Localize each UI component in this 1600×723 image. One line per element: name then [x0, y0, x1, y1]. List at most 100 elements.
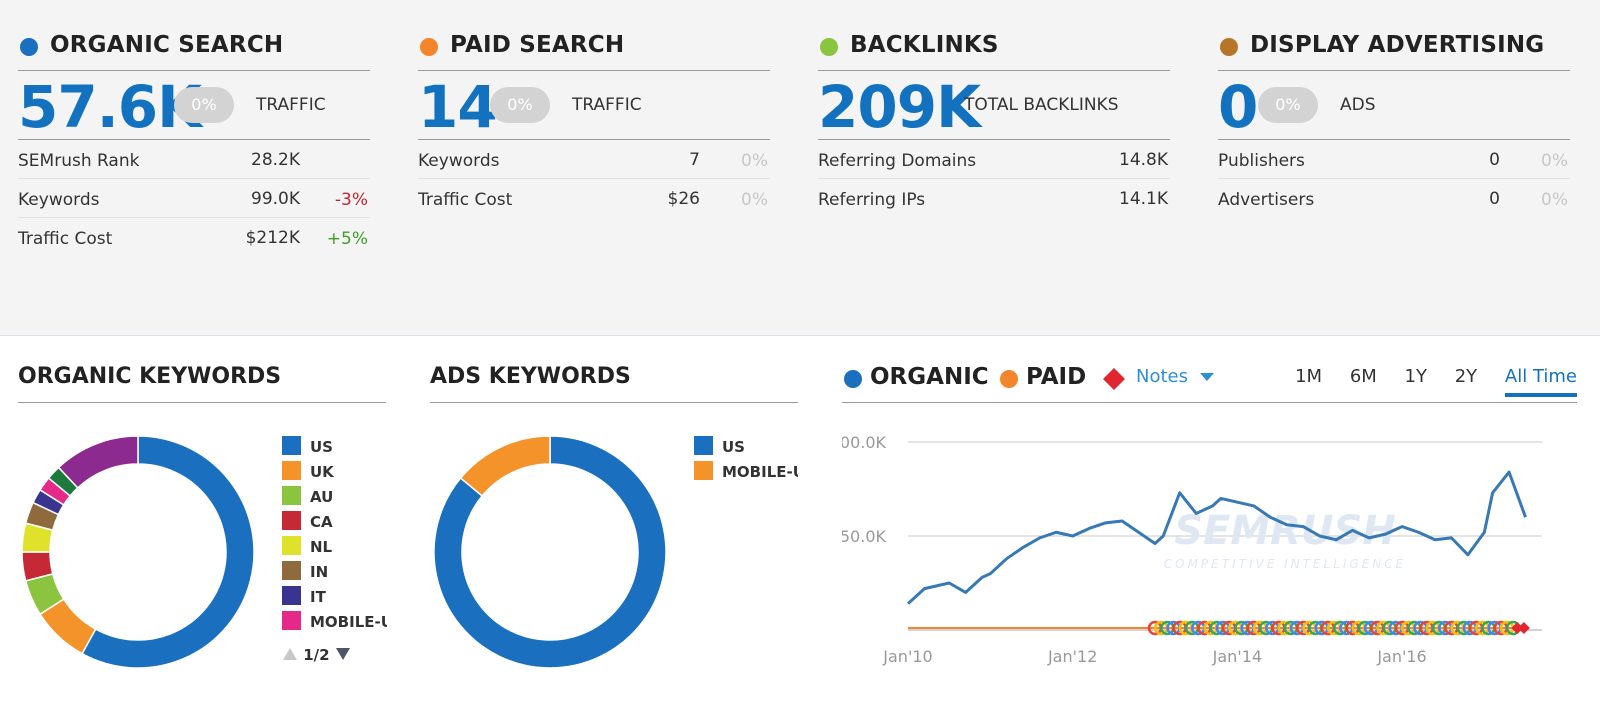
row-value[interactable]: 14.1K: [1119, 189, 1168, 209]
row-delta: 0%: [741, 151, 768, 171]
change-badge: 0%: [1258, 87, 1318, 123]
page-up-icon[interactable]: [282, 647, 298, 661]
legend-swatch: [282, 586, 301, 605]
row-label: Keywords: [418, 151, 500, 171]
traffic-label: TRAFFIC: [572, 95, 642, 115]
legend-label: UK: [310, 463, 334, 481]
legend-swatch: [282, 511, 301, 530]
paid-traffic-value[interactable]: 14: [418, 73, 498, 141]
legend-item-mobile-us[interactable]: MOBILE-U: [694, 460, 798, 485]
legend-item-us[interactable]: US: [282, 435, 387, 460]
table-row: Keywords 99.0K -3%: [18, 179, 370, 218]
row-delta: +5%: [326, 229, 368, 249]
row-value[interactable]: $212K: [245, 228, 300, 248]
legend-label: US: [310, 438, 333, 456]
ads-value[interactable]: 0: [1218, 73, 1258, 141]
section-title: ADS KEYWORDS: [430, 364, 631, 389]
row-delta: -3%: [334, 190, 368, 210]
tab-all-time[interactable]: All Time: [1504, 366, 1577, 397]
time-range-tabs: 1M 6M 1Y 2Y All Time: [1273, 366, 1577, 397]
legend-item-nl[interactable]: NL: [282, 535, 387, 560]
legend-swatch: [282, 536, 301, 555]
traffic-line-chart: 100.0K 50.0K Jan'10 Jan'12 Jan'14 Jan'16 SEMRU…: [842, 433, 1542, 666]
row-label: Traffic Cost: [418, 190, 513, 210]
organic-dot-icon: [20, 38, 38, 56]
note-marker-icon[interactable]: [1517, 622, 1530, 634]
ads-label: ADS: [1340, 95, 1376, 115]
organic-keywords-legend: US UK AU CA NL IN IT MOBILE-U: [282, 435, 387, 635]
tab-2y[interactable]: 2Y: [1454, 366, 1478, 387]
row-value[interactable]: $26: [667, 189, 700, 209]
organic-search-panel: ORGANIC SEARCH 57.6K 0% TRAFFIC SEMrush …: [18, 30, 370, 256]
legend-item-us[interactable]: US: [694, 435, 798, 460]
panel-title[interactable]: DISPLAY ADVERTISING: [1250, 32, 1545, 58]
table-row: SEMrush Rank 28.2K: [18, 140, 370, 179]
row-value[interactable]: 7: [689, 150, 700, 170]
legend-item-mobile-us[interactable]: MOBILE-U: [282, 610, 387, 635]
organic-traffic-value[interactable]: 57.6K: [18, 73, 202, 141]
table-row: Advertisers 0 0%: [1218, 179, 1570, 217]
legend-item-uk[interactable]: UK: [282, 460, 387, 485]
row-value[interactable]: 14.8K: [1119, 150, 1168, 170]
page-indicator: 1/2: [303, 646, 330, 664]
organic-legend-dot-icon: [844, 370, 862, 388]
legend-swatch: [694, 461, 713, 480]
note-marker-icon[interactable]: [1511, 622, 1524, 634]
table-row: Referring Domains 14.8K: [818, 140, 1170, 179]
legend-label: IT: [310, 588, 326, 606]
notes-dropdown[interactable]: Notes: [1136, 366, 1188, 387]
notes-diamond-icon: [1103, 368, 1125, 390]
table-row: Keywords 7 0%: [418, 140, 770, 179]
tab-1y[interactable]: 1Y: [1404, 366, 1427, 387]
display-dot-icon: [1220, 38, 1238, 56]
row-value[interactable]: 0: [1489, 150, 1500, 170]
legend-swatch: [282, 461, 301, 480]
legend-swatch: [694, 436, 713, 455]
legend-label: MOBILE-U: [722, 463, 798, 481]
row-value[interactable]: 99.0K: [251, 189, 300, 209]
row-value[interactable]: 28.2K: [251, 150, 300, 170]
change-badge: 0%: [174, 87, 234, 123]
row-delta: 0%: [1541, 151, 1568, 171]
organic-legend-label[interactable]: ORGANIC: [870, 364, 989, 390]
paid-legend-label[interactable]: PAID: [1026, 364, 1087, 390]
donut-slice-us[interactable]: [433, 435, 667, 669]
row-delta: 0%: [741, 190, 768, 210]
donut-slice-us[interactable]: [81, 435, 255, 669]
legend-label: MOBILE-U: [310, 613, 387, 631]
donut-slice-other2[interactable]: [57, 435, 139, 489]
legend-label: NL: [310, 538, 333, 556]
row-label: Referring Domains: [818, 151, 977, 171]
total-backlinks-value[interactable]: 209K: [818, 73, 981, 141]
legend-label: US: [722, 438, 745, 456]
total-backlinks-label: TOTAL BACKLINKS: [964, 95, 1119, 115]
table-row: Referring IPs 14.1K: [818, 179, 1170, 217]
tab-6m[interactable]: 6M: [1349, 366, 1377, 387]
row-label: Publishers: [1218, 151, 1305, 171]
paid-legend-dot-icon: [1000, 370, 1018, 388]
table-row: Traffic Cost $26 0%: [418, 179, 770, 217]
watermark-logo: SEMRUSH: [1174, 508, 1396, 554]
panel-title[interactable]: BACKLINKS: [850, 32, 999, 58]
row-label: Keywords: [18, 190, 100, 210]
panel-title[interactable]: ORGANIC SEARCH: [50, 32, 284, 58]
panel-title[interactable]: PAID SEARCH: [450, 32, 625, 58]
page-down-icon[interactable]: [335, 647, 351, 661]
overview-section: ORGANIC SEARCH 57.6K 0% TRAFFIC SEMrush …: [0, 0, 1600, 336]
traffic-label: TRAFFIC: [256, 95, 326, 115]
legend-item-ca[interactable]: CA: [282, 510, 387, 535]
traffic-chart-header: ORGANIC PAID Notes 1M 6M 1Y 2Y All Time: [842, 360, 1577, 403]
ads-keywords-donut: [433, 435, 667, 669]
legend-item-in[interactable]: IN: [282, 560, 387, 585]
legend-item-it[interactable]: IT: [282, 585, 387, 610]
row-value[interactable]: 0: [1489, 189, 1500, 209]
chevron-down-icon[interactable]: [1200, 373, 1214, 382]
tab-1m[interactable]: 1M: [1295, 366, 1323, 387]
y-tick-label: 100.0K: [842, 433, 887, 452]
legend-item-au[interactable]: AU: [282, 485, 387, 510]
organic-series-line[interactable]: [906, 470, 1527, 605]
x-tick-label: Jan'14: [1212, 647, 1262, 666]
x-tick-label: Jan'10: [882, 647, 932, 666]
donut-slice-mobile-u[interactable]: [459, 435, 551, 497]
row-label: Traffic Cost: [18, 229, 113, 249]
